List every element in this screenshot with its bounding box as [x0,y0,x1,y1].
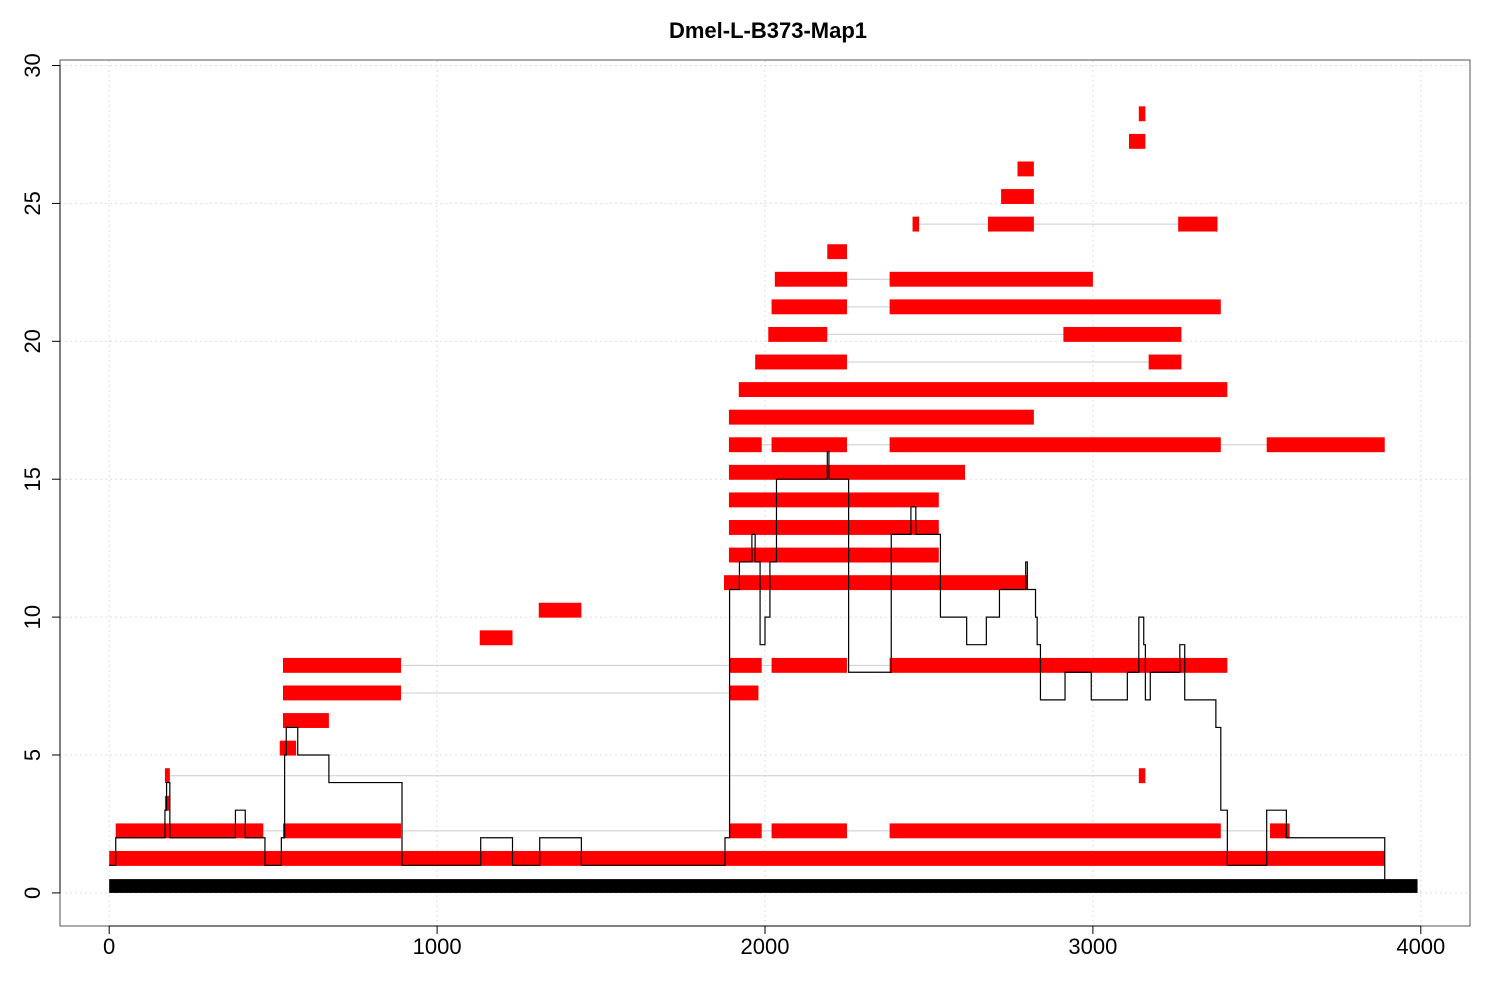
segment-bar [728,685,759,701]
segment-bar [889,437,1221,453]
segment-bar [1148,354,1182,370]
y-tick-label: 0 [20,887,45,899]
segment-bar [1128,133,1146,149]
segments [109,106,1385,866]
x-tick-label: 0 [103,934,115,959]
segment-bar [728,464,966,480]
chart-title: Dmel-L-B373-Map1 [669,18,867,43]
segment-bar [282,823,402,839]
segment-bar [987,216,1034,232]
segment-bar [728,409,1034,425]
segment-bar [109,850,116,866]
y-tick-label: 20 [20,329,45,353]
y-tick-label: 10 [20,605,45,629]
segment-bar [279,740,297,756]
y-tick-label: 30 [20,53,45,77]
x-tick-label: 3000 [1068,934,1117,959]
segment-bar [1178,216,1218,232]
segment-bar [889,299,1221,315]
segment-bar [1138,768,1146,784]
x-tick-label: 1000 [413,934,462,959]
segment-bar [738,382,1228,398]
segment-bar [479,630,513,646]
segment-bar [282,713,329,728]
segment-bar [1063,326,1182,342]
segment-bar [724,575,1028,591]
x-axis: 0 1000 2000 3000 4000 [103,925,1445,959]
segment-bar [1266,437,1385,453]
segment-bar [538,602,582,618]
segment-bar [771,437,847,453]
segment-bar [164,795,170,811]
coverage-step-line [109,451,1386,893]
segment-bar [728,547,939,563]
segment-bar [728,657,762,673]
segment-bar [164,768,170,784]
segment-bar [771,823,847,839]
coverage-line [109,451,1386,893]
link-lines [109,223,1385,859]
segment-bar [728,520,939,535]
segment-bar [771,299,847,315]
segment-bar [728,823,762,839]
segment-bar [1017,161,1034,177]
segment-bar [889,823,1221,839]
reference-segment [109,879,1418,893]
segment-bar [827,244,847,260]
reference-bar [109,879,1418,893]
segment-bar [912,216,920,232]
segment-bar [768,326,828,342]
y-tick-label: 25 [20,191,45,215]
segment-bar [889,657,1228,673]
segment-bar [774,271,847,287]
y-axis: 0 5 10 15 20 25 30 [20,53,61,899]
segment-bar [115,850,1385,866]
segment-bar [1001,189,1034,204]
segment-bar [771,657,847,673]
segment-bar [889,271,1093,287]
y-tick-label: 5 [20,749,45,761]
segment-bar [282,657,402,673]
y-tick-label: 15 [20,467,45,491]
segment-bar [755,354,847,370]
segment-bar [728,492,939,508]
segment-bar [115,823,264,839]
segment-bar [282,685,402,701]
segment-bar [728,437,762,453]
segment-bar [1269,823,1290,839]
x-tick-label: 2000 [741,934,790,959]
x-tick-label: 4000 [1396,934,1445,959]
segment-bar [1138,106,1146,122]
